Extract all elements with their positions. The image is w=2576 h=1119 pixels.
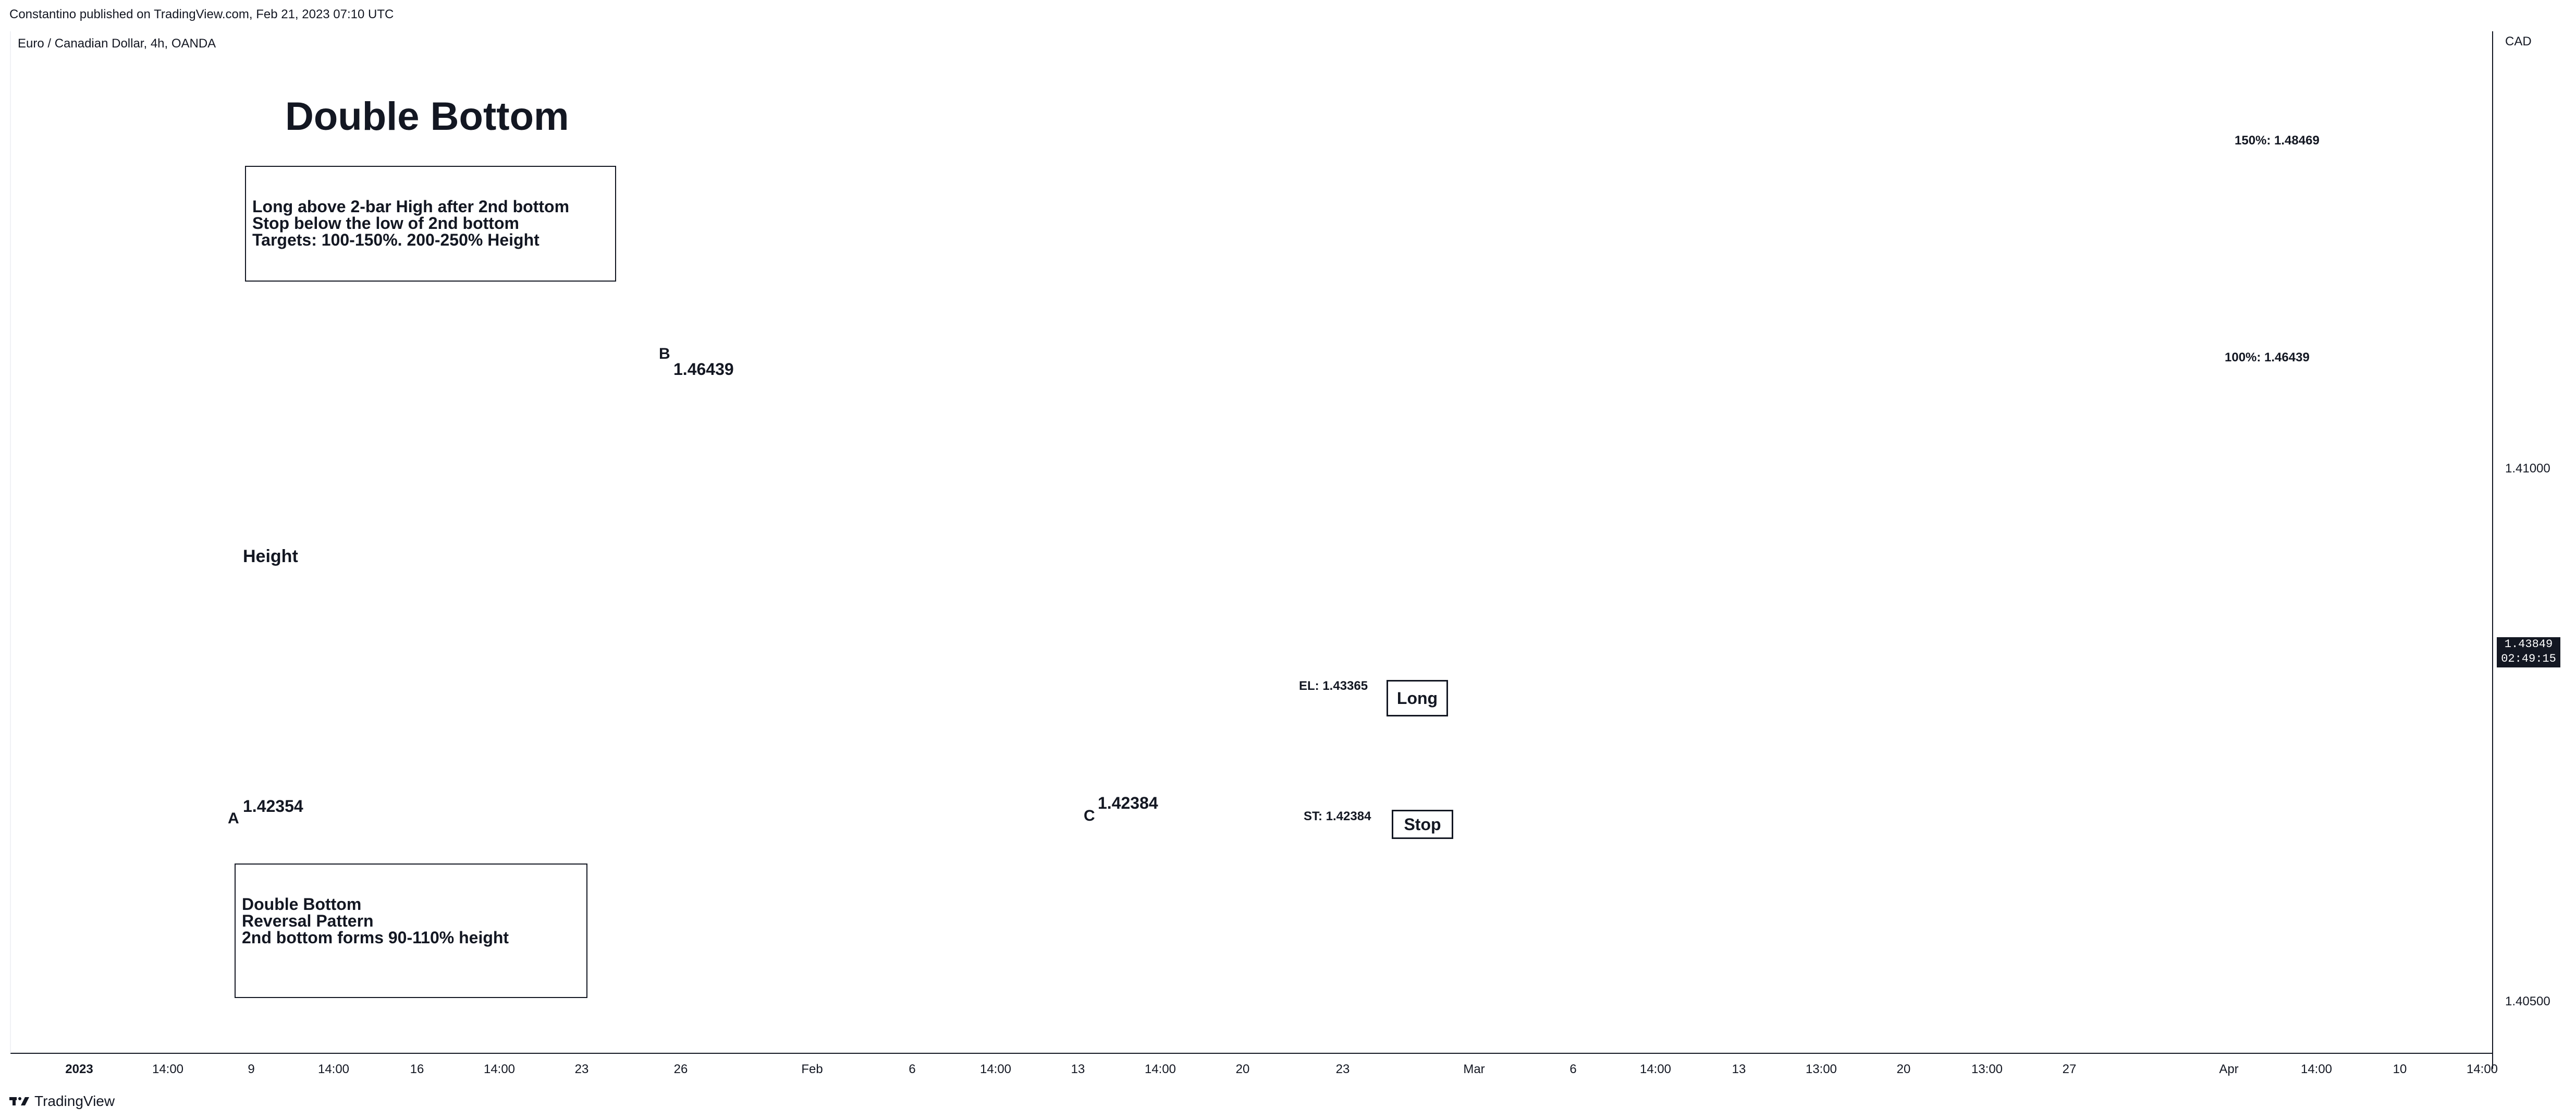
height-label[interactable]: Height	[243, 546, 298, 566]
time-tick-label: 14:00	[2301, 1062, 2332, 1076]
info-note[interactable]: Double Bottom Reversal Pattern 2nd botto…	[235, 863, 587, 998]
current-price-badge: 1.43849 02:49:15	[2497, 637, 2560, 667]
time-tick-label: Mar	[1463, 1062, 1485, 1076]
current-price-value: 1.43849	[2504, 638, 2553, 651]
tradingview-logo-icon	[9, 1097, 29, 1105]
time-tick-label: 14:00	[152, 1062, 183, 1076]
time-tick-label: 14:00	[2467, 1062, 2498, 1076]
time-scale: 2023 14:00 9 14:00 16 14:00 23 26 Feb 6 14:00 13 14:…	[65, 1062, 2498, 1076]
time-tick-label: 13:00	[1971, 1062, 2003, 1076]
symbol-legend[interactable]: Euro / Canadian Dollar, 4h, OANDA	[18, 37, 216, 51]
time-tick-label: 6	[909, 1062, 915, 1076]
point-c-label[interactable]: C	[1084, 807, 1095, 824]
price-c-label[interactable]: 1.42384	[1098, 794, 1158, 812]
time-tick-label: 23	[1336, 1062, 1350, 1076]
target-100-label[interactable]: 100%: 1.46439	[2225, 350, 2310, 364]
time-tick-label: 20	[1236, 1062, 1250, 1076]
time-tick-label: 10	[2393, 1062, 2407, 1076]
price-tick-label: 1.40500	[2505, 994, 2550, 1008]
price-scale: 1.490001.485001.480001.475001.470001.465…	[2505, 461, 2550, 1008]
time-tick-label: 6	[1569, 1062, 1576, 1076]
pattern-title[interactable]: Double Bottom	[285, 94, 569, 139]
target-150-label[interactable]: 150%: 1.48469	[2235, 133, 2320, 148]
time-tick-label: 14:00	[484, 1062, 515, 1076]
time-tick-label: 9	[248, 1062, 254, 1076]
time-tick-label: 27	[2063, 1062, 2077, 1076]
price-b-label[interactable]: 1.46439	[673, 360, 734, 379]
price-tick-label: 1.41000	[2505, 461, 2550, 476]
time-tick-label: 14:00	[980, 1062, 1011, 1076]
currency-label: CAD	[2505, 34, 2532, 48]
tradingview-brand: TradingView	[34, 1093, 115, 1109]
time-tick-label: 14:00	[1640, 1062, 1671, 1076]
published-by: Constantino published on TradingView.com…	[9, 7, 394, 21]
stop-level-label[interactable]: ST: 1.42384	[1304, 809, 1371, 823]
time-tick-label: Feb	[801, 1062, 823, 1076]
entry-level-label[interactable]: EL: 1.43365	[1299, 679, 1368, 693]
time-tick-label: 20	[1897, 1062, 1911, 1076]
point-a-label[interactable]: A	[228, 810, 239, 827]
rules-note[interactable]: Long above 2-bar High after 2nd bottom S…	[245, 166, 616, 282]
time-tick-label: Apr	[2219, 1062, 2238, 1076]
time-tick-label: 13	[1071, 1062, 1085, 1076]
time-tick-label: 14:00	[318, 1062, 349, 1076]
tradingview-logo[interactable]: TradingView	[9, 1093, 115, 1110]
time-tick-label: 14:00	[1145, 1062, 1176, 1076]
time-tick-label: 23	[575, 1062, 589, 1076]
price-a-label[interactable]: 1.42354	[243, 797, 303, 816]
time-tick-label: 16	[410, 1062, 424, 1076]
time-tick-label: 13:00	[1806, 1062, 1837, 1076]
long-tag[interactable]: Long	[1387, 680, 1448, 716]
time-tick-label: 26	[674, 1062, 688, 1076]
stop-tag[interactable]: Stop	[1392, 810, 1453, 839]
bar-countdown: 02:49:15	[2501, 652, 2556, 665]
time-tick-label: 2023	[65, 1062, 93, 1076]
time-tick-label: 13	[1732, 1062, 1746, 1076]
point-b-label[interactable]: B	[659, 345, 670, 362]
